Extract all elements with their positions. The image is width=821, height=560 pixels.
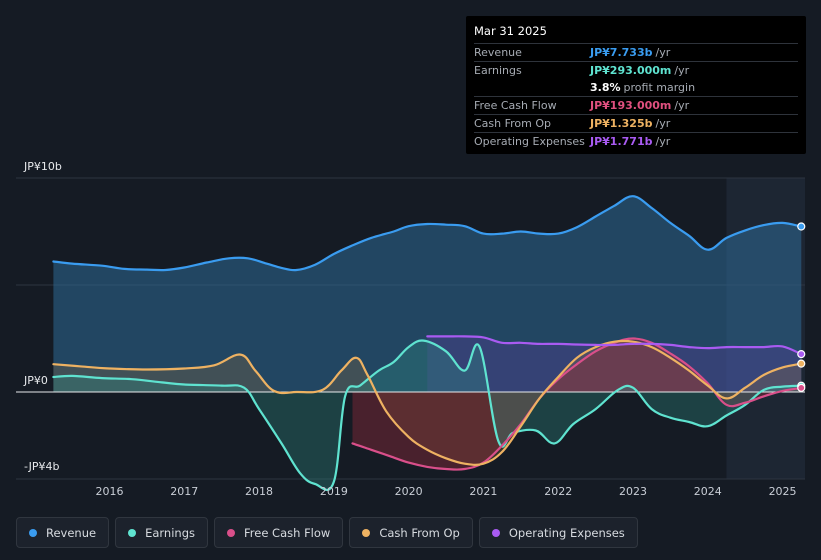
legend-item-revenue[interactable]: Revenue: [16, 517, 110, 548]
legend-item-free-cash-flow[interactable]: Free Cash Flow: [214, 517, 344, 548]
free-cash-flow-line: [351, 337, 803, 471]
tooltip-unit: /yr: [655, 135, 671, 148]
tooltip-label: [474, 79, 590, 96]
cash-from-op-area: [53, 340, 802, 465]
tooltip-value: 3.8%: [590, 81, 621, 94]
cash-from-op-line: [52, 339, 803, 466]
tooltip-value: JP¥1.771b: [590, 135, 653, 148]
operating-expenses-line: [426, 335, 803, 356]
tooltip-label: Earnings: [474, 64, 522, 77]
x-tick-label: 2019: [320, 485, 348, 498]
tooltip-unit: profit margin: [623, 81, 696, 94]
y-tick-label-bottom: -JP¥4b: [24, 460, 60, 473]
legend-label: Cash From Op: [379, 525, 460, 540]
y-tick-label-top: JP¥10b: [24, 160, 62, 173]
revenue-dot-icon: [29, 528, 37, 537]
legend-label: Operating Expenses: [508, 525, 625, 540]
x-tick-label: 2021: [469, 485, 497, 498]
tooltip-row-fcf: Free Cash Flow JP¥193.000m /yr: [474, 96, 798, 114]
tooltip-value: JP¥193.000m: [590, 99, 672, 112]
x-tick-label: 2016: [95, 485, 123, 498]
earnings-dot-icon: [128, 528, 137, 537]
legend-label: Earnings: [145, 525, 195, 540]
tooltip-label: Free Cash Flow: [474, 99, 557, 112]
y-tick-label-zero: JP¥0: [24, 374, 48, 387]
cash-from-op-dot-icon: [362, 528, 371, 537]
legend-item-operating-expenses[interactable]: Operating Expenses: [478, 517, 638, 548]
tooltip-row-margin: 3.8% profit margin: [474, 79, 798, 96]
tooltip-unit: /yr: [674, 99, 690, 112]
revenue-endpoint: [797, 222, 806, 231]
cash-from-op-endpoint: [797, 359, 806, 368]
legend-item-earnings[interactable]: Earnings: [115, 517, 208, 548]
tooltip-unit: /yr: [655, 117, 671, 130]
operating-expenses-dot-icon: [491, 528, 500, 537]
x-tick-label: 2018: [245, 485, 273, 498]
series-endpoints: [797, 222, 806, 392]
series-lines: [52, 195, 803, 492]
chart-svg: 2016 2017 2018 2019 2020 2021 2022 2023 2024 2025: [16, 177, 806, 498]
tooltip-row-cfo: Cash From Op JP¥1.325b /yr: [474, 114, 798, 132]
x-axis-ticks: 2016 2017 2018 2019 2020 2021 2022 2023 2024 2025: [95, 485, 796, 498]
x-tick-label: 2025: [769, 485, 797, 498]
earnings-area: [53, 340, 802, 490]
tooltip-row-earnings: Earnings JP¥293.000m /yr: [474, 61, 798, 79]
tooltip-label: Operating Expenses: [474, 135, 585, 148]
x-tick-label: 2017: [170, 485, 198, 498]
tooltip-row-revenue: Revenue JP¥7.733b /yr: [474, 43, 798, 61]
operating-expenses-endpoint: [797, 350, 806, 359]
x-tick-label: 2020: [395, 485, 423, 498]
series-areas: [53, 196, 802, 490]
x-tick-label: 2022: [544, 485, 572, 498]
free-cash-flow-dot-icon: [227, 528, 235, 537]
tooltip-date: Mar 31 2025: [474, 24, 547, 38]
tooltip-value: JP¥7.733b: [590, 46, 653, 59]
revenue-line: [52, 195, 803, 272]
free-cash-flow-endpoint: [797, 383, 806, 392]
x-tick-label: 2024: [694, 485, 722, 498]
tooltip-unit: /yr: [674, 64, 690, 77]
tooltip-row-opex: Operating Expenses JP¥1.771b /yr: [474, 132, 798, 150]
legend-label: Free Cash Flow: [244, 525, 331, 540]
operating-expenses-area: [427, 336, 802, 392]
tooltip-value: JP¥293.000m: [590, 64, 672, 77]
earnings-line: [52, 339, 803, 492]
tooltip-unit: /yr: [655, 46, 671, 59]
legend-item-cash-from-op[interactable]: Cash From Op: [349, 517, 473, 548]
legend: Revenue Earnings Free Cash Flow Cash Fro…: [16, 517, 638, 548]
tooltip-value: JP¥1.325b: [590, 117, 653, 130]
tooltip-label: Revenue: [474, 46, 522, 59]
legend-label: Revenue: [46, 525, 97, 540]
tooltip-label: Cash From Op: [474, 117, 552, 130]
x-tick-label: 2023: [619, 485, 647, 498]
data-tooltip: Mar 31 2025 Revenue JP¥7.733b /yr Earnin…: [466, 16, 806, 154]
